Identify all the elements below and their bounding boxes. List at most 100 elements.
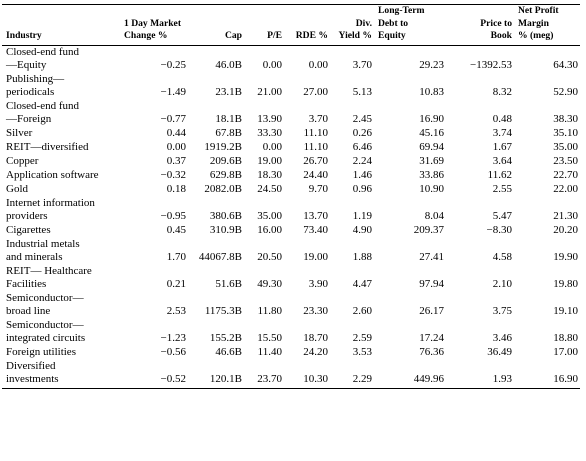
cell-pe: 20.50 bbox=[257, 250, 282, 263]
cell-pe: 0.00 bbox=[262, 58, 282, 71]
cell-npm: 21.30 bbox=[553, 209, 578, 222]
table-row: Closed-end fund —Equity −0.25 46.0B 0.00 0.00… bbox=[2, 45, 580, 73]
cell-pe: 24.50 bbox=[257, 182, 282, 195]
cell-change: 0.45 bbox=[166, 223, 186, 236]
cell-npm: 18.80 bbox=[553, 331, 578, 344]
cell-div: 4.47 bbox=[352, 277, 372, 290]
header-ltd-equity: Long-Term Debt to Equity bbox=[374, 4, 446, 46]
cell-pe: 16.00 bbox=[257, 223, 282, 236]
cell-change: −0.32 bbox=[160, 168, 186, 181]
cell-ltd: 8.04 bbox=[424, 209, 444, 222]
cell-ptb: 11.62 bbox=[487, 168, 512, 181]
industry-name: Semiconductor— broad line bbox=[6, 291, 84, 317]
cell-npm: 52.90 bbox=[553, 85, 578, 98]
cell-rde: 26.70 bbox=[303, 154, 328, 167]
cell-div: 0.26 bbox=[352, 126, 372, 139]
cell-npm: 17.00 bbox=[553, 345, 578, 358]
cell-ltd: 10.83 bbox=[419, 85, 444, 98]
header-net-profit-margin: Net Profit Margin% (meg) bbox=[514, 4, 580, 46]
cell-pe: 35.00 bbox=[257, 209, 282, 222]
cell-ptb: 3.75 bbox=[492, 304, 512, 317]
cell-div: 1.88 bbox=[352, 250, 372, 263]
cell-change: −0.95 bbox=[160, 209, 186, 222]
cell-div: 5.13 bbox=[352, 85, 372, 98]
cell-change: 0.18 bbox=[166, 182, 186, 195]
cell-change: −1.49 bbox=[160, 85, 186, 98]
cell-cap: 51.6B bbox=[215, 277, 242, 290]
cell-pe: 19.00 bbox=[257, 154, 282, 167]
cell-npm: 35.00 bbox=[553, 140, 578, 153]
industry-name: Application software bbox=[6, 168, 99, 181]
cell-npm: 19.80 bbox=[553, 277, 578, 290]
cell-pe: 15.50 bbox=[257, 331, 282, 344]
cell-ptb: 3.74 bbox=[492, 126, 512, 139]
table-row: Closed-end fund —Foreign −0.77 18.1B 13.90 3.… bbox=[2, 100, 580, 127]
cell-pe: 18.30 bbox=[257, 168, 282, 181]
cell-change: −0.56 bbox=[160, 345, 186, 358]
cell-pe: 49.30 bbox=[257, 277, 282, 290]
cell-div: 3.53 bbox=[352, 345, 372, 358]
cell-rde: 0.00 bbox=[308, 58, 328, 71]
cell-cap: 155.2B bbox=[209, 331, 242, 344]
table-row: Publishing— periodicals −1.49 23.1B 21.00 27.… bbox=[2, 73, 580, 100]
cell-rde: 3.70 bbox=[308, 112, 328, 125]
cell-ptb: 36.49 bbox=[487, 345, 512, 358]
cell-ltd: 27.41 bbox=[419, 250, 444, 263]
cell-cap: 1175.3B bbox=[204, 304, 242, 317]
cell-rde: 9.70 bbox=[308, 182, 328, 195]
table-row: Gold 0.18 2082.0B 24.50 9.70 0.96 10.90 2.55 22.… bbox=[2, 183, 580, 197]
cell-npm: 23.50 bbox=[553, 154, 578, 167]
cell-ltd: 17.24 bbox=[419, 331, 444, 344]
cell-cap: 380.6B bbox=[209, 209, 242, 222]
cell-ptb: 3.64 bbox=[492, 154, 512, 167]
table-row: Foreign utilities −0.56 46.6B 11.40 24.20 3.5… bbox=[2, 346, 580, 360]
cell-ltd: 26.17 bbox=[419, 304, 444, 317]
cell-pe: 11.80 bbox=[257, 304, 282, 317]
industry-name: Closed-end fund —Equity bbox=[6, 45, 80, 71]
industry-name: Silver bbox=[6, 126, 33, 139]
cell-ltd: 449.96 bbox=[374, 359, 446, 389]
cell-rde: 13.70 bbox=[303, 209, 328, 222]
cell-div: 2.59 bbox=[352, 331, 372, 344]
industry-name: REIT—diversified bbox=[6, 140, 89, 153]
table-row: Copper 0.37 209.6B 19.00 26.70 2.24 31.69 3.64 2… bbox=[2, 155, 580, 169]
cell-change: −1.23 bbox=[160, 331, 186, 344]
cell-ptb: 0.48 bbox=[492, 112, 512, 125]
cell-npm: 22.00 bbox=[553, 182, 578, 195]
cell-rde: 24.20 bbox=[303, 345, 328, 358]
cell-change: −0.52 bbox=[120, 359, 188, 389]
cell-pe: 21.00 bbox=[257, 85, 282, 98]
cell-ptb: 1.67 bbox=[492, 140, 512, 153]
cell-ltd: 209.37 bbox=[413, 223, 444, 236]
cell-rde: 73.40 bbox=[303, 223, 328, 236]
cell-cap: 46.0B bbox=[215, 58, 242, 71]
cell-npm: 19.10 bbox=[553, 304, 578, 317]
table-container: Industry 1 Day Market Change % Cap P/E RD… bbox=[2, 4, 580, 389]
cell-npm: 35.10 bbox=[553, 126, 578, 139]
cell-ptb: 3.46 bbox=[492, 331, 512, 344]
cell-npm: 22.70 bbox=[553, 168, 578, 181]
header-change: 1 Day Market Change % bbox=[120, 4, 188, 46]
header-rde: RDE % bbox=[284, 4, 330, 46]
cell-div: 1.46 bbox=[352, 168, 372, 181]
cell-ltd: 10.90 bbox=[419, 182, 444, 195]
table-row: Application software −0.32 629.8B 18.30 24.4… bbox=[2, 169, 580, 183]
header-row: Industry 1 Day Market Change % Cap P/E RD… bbox=[2, 4, 580, 46]
cell-change: 0.00 bbox=[166, 140, 186, 153]
table-row: Silver 0.44 67.8B 33.30 11.10 0.26 45.16 3.74 35… bbox=[2, 127, 580, 141]
industry-name: Diversified investments bbox=[2, 359, 120, 389]
cell-div: 2.60 bbox=[352, 304, 372, 317]
cell-ptb: −1392.53 bbox=[470, 58, 512, 71]
table-row: Internet information providers −0.95 380.6B… bbox=[2, 197, 580, 224]
cell-ltd: 69.94 bbox=[419, 140, 444, 153]
header-cap: Cap bbox=[188, 4, 244, 46]
industry-name: Closed-end fund —Foreign bbox=[6, 99, 80, 125]
cell-ptb: 8.32 bbox=[492, 85, 512, 98]
cell-cap: 67.8B bbox=[215, 126, 242, 139]
cell-div: 3.70 bbox=[352, 58, 372, 71]
industry-name: Gold bbox=[6, 182, 28, 195]
cell-div: 0.96 bbox=[352, 182, 372, 195]
cell-ltd: 33.86 bbox=[419, 168, 444, 181]
industry-name: Semiconductor— integrated circuits bbox=[6, 318, 86, 344]
cell-div: 2.45 bbox=[352, 112, 372, 125]
